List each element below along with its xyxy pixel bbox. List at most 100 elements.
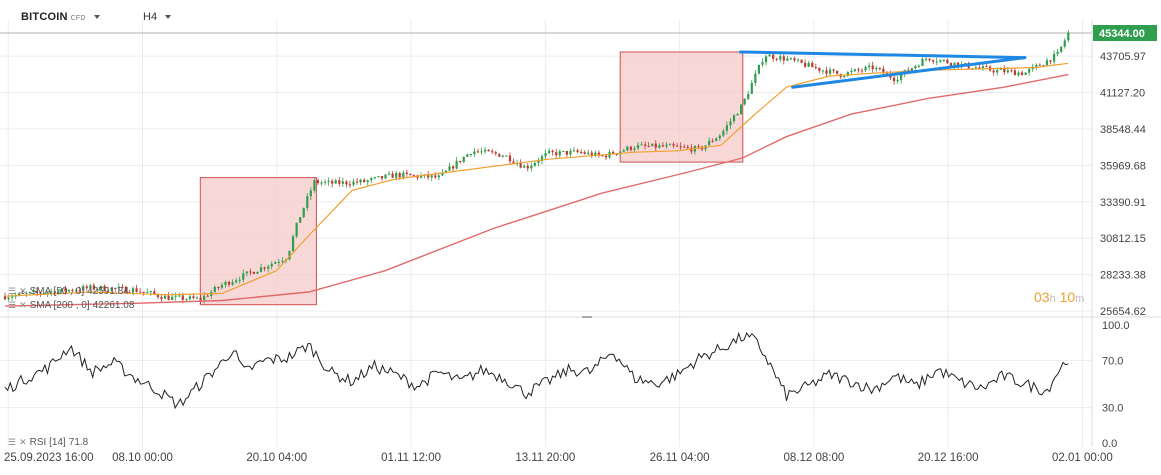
candle-body (601, 155, 604, 157)
candle-body (572, 150, 576, 152)
rsi-indicator[interactable]: ☰ ✕ RSI [14] 71.8 (8, 437, 88, 448)
candle-body (772, 54, 775, 59)
candle-body (892, 77, 896, 82)
candle-body (153, 291, 156, 295)
candle-body (405, 172, 408, 174)
candle-body (370, 178, 373, 181)
candle-body (114, 287, 117, 289)
chart-axes: 43705.97 41127.20 38548.44 35969.68 33390.91… (4, 25, 1157, 464)
candle-body (622, 150, 625, 152)
candle-body (676, 145, 679, 147)
candle-body (491, 151, 494, 153)
candle-body (78, 290, 81, 292)
candle-body (740, 104, 743, 115)
candle-body (32, 290, 35, 292)
candle-body (921, 58, 924, 66)
candle-body (142, 291, 145, 293)
rsi-value: 71.8 (68, 437, 89, 448)
candle-body (505, 155, 508, 157)
candle-body (434, 175, 437, 178)
time-tick-label: 26.11 04:00 (650, 452, 710, 464)
candle-body (469, 154, 472, 156)
candle-body (281, 260, 284, 262)
candle-body (558, 151, 561, 156)
candle-body (683, 146, 686, 148)
candle-body (626, 146, 629, 151)
candle-body (363, 179, 366, 183)
candle-body (345, 181, 348, 185)
candle-body (427, 174, 430, 178)
candle-body (213, 286, 216, 292)
candle-body (99, 285, 103, 290)
candle-body (466, 154, 469, 157)
candle-body (964, 63, 967, 65)
candle-body (181, 295, 184, 300)
candle-body (441, 172, 444, 176)
candle-body (882, 68, 885, 74)
candle-body (846, 72, 849, 76)
candle-body (1067, 32, 1070, 41)
close-icon[interactable]: ✕ (19, 300, 27, 310)
candle-body (1042, 65, 1045, 67)
candle-body (199, 297, 202, 300)
candle-body (857, 69, 860, 71)
candle-body (67, 289, 71, 292)
candle-body (722, 130, 725, 136)
candle-body (1010, 70, 1013, 72)
candle-body (711, 140, 714, 142)
candle-body (263, 267, 266, 269)
candle-body (935, 61, 938, 63)
timer-hours: 03 (1034, 289, 1050, 305)
candle-body (473, 151, 476, 155)
sma50-label: SMA [50 , 0] (29, 286, 85, 297)
triangle-pattern (739, 50, 1027, 89)
timeframe-selector[interactable]: H4 (143, 11, 172, 23)
candle-body (587, 152, 590, 154)
candle-body (949, 63, 953, 66)
candle-body (540, 156, 544, 162)
candle-body (238, 279, 241, 281)
time-tick-label: 02.01 00:00 (1052, 452, 1113, 464)
rsi-line (4, 331, 1069, 410)
candle-body (732, 115, 736, 122)
candle-body (7, 297, 10, 300)
candle-body (811, 62, 814, 68)
candlesticks (3, 29, 1070, 304)
time-tick-label: 13.11 20:00 (515, 452, 575, 464)
time-tick-label: 08.12 08:00 (783, 452, 844, 464)
candle-body (53, 291, 56, 294)
candle-body (149, 291, 152, 293)
candle-body (277, 261, 280, 263)
price-tick-label: 41127.20 (1100, 88, 1145, 100)
candle-body (644, 144, 647, 146)
symbol-name: BITCOIN (21, 11, 68, 23)
candle-body (1003, 68, 1006, 73)
close-icon[interactable]: ✕ (19, 286, 27, 296)
candle-body (853, 69, 857, 71)
candle-body (448, 166, 451, 171)
candle-body (249, 271, 252, 273)
candle-body (235, 280, 238, 283)
sma50-indicator[interactable]: ☰ ✕ SMA [50 , 0] 42591.84 (8, 286, 129, 297)
candle-body (167, 295, 170, 300)
symbol-selector[interactable]: BITCOIN CFD (21, 11, 100, 23)
close-icon[interactable]: ✕ (19, 437, 27, 447)
candle-body (555, 152, 558, 156)
price-tick-label: 43705.97 (1100, 51, 1146, 63)
candle-body (651, 143, 654, 147)
candle-body (565, 150, 568, 155)
candle-body (508, 155, 512, 162)
current-price-tag (1093, 25, 1157, 41)
candle-body (71, 289, 74, 291)
trendline-lower (791, 56, 1027, 89)
candle-body (996, 69, 999, 73)
candle-body (131, 288, 135, 293)
candle-body (25, 293, 28, 295)
candle-body (334, 180, 337, 184)
candle-body (1013, 70, 1017, 76)
sma200-indicator[interactable]: ☰ ✕ SMA [200 , 0] 42261.08 (8, 300, 134, 311)
candle-body (985, 66, 988, 68)
candle-body (1035, 64, 1038, 67)
candle-body (843, 75, 846, 77)
